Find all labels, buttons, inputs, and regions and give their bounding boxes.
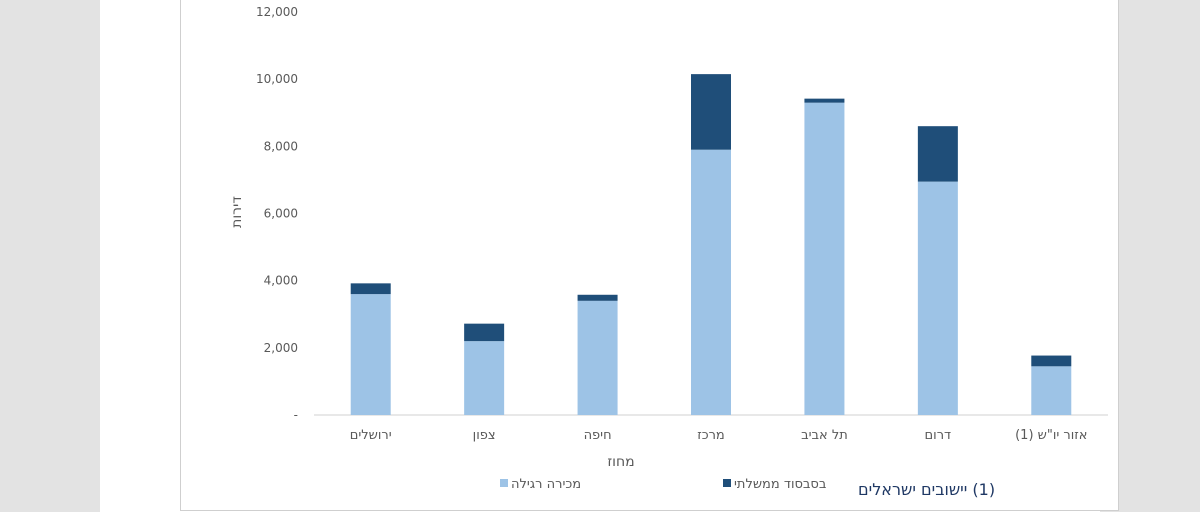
- page-background: - 2,000 4,000 6,000 8,000 10,000 12,000 ירושלי…: [100, 0, 1119, 512]
- x-axis-title: מחוז: [607, 454, 634, 470]
- bar-segment-subsidized: [577, 294, 618, 301]
- bar-segment-subsidized: [464, 323, 505, 342]
- legend-swatch-subsidized: [723, 479, 731, 487]
- y-tick-label: 8,000: [264, 139, 298, 153]
- y-tick-label: -: [294, 408, 298, 422]
- y-axis-title: דירות: [229, 196, 245, 228]
- bar-segment-subsidized: [917, 126, 958, 182]
- x-category-label: אזור יו"ש (1): [1015, 428, 1087, 443]
- legend-label-subsidized: בסבסוד ממשלתי: [734, 477, 826, 492]
- y-tick-label: 4,000: [264, 274, 298, 288]
- y-tick-label: 10,000: [256, 72, 298, 86]
- bar-segment-subsidized: [1031, 355, 1072, 367]
- y-tick-label: 6,000: [264, 207, 298, 221]
- bar-segment-regular: [577, 300, 618, 415]
- y-tick-label: 12,000: [256, 5, 298, 19]
- bar-segment-regular: [1031, 366, 1072, 415]
- x-axis-labels: ירושלים צפון חיפה מרכז תל אביב דרום אזור יו"ש …: [350, 428, 1088, 443]
- x-category-label: צפון: [473, 428, 496, 443]
- x-category-label: ירושלים: [350, 428, 392, 443]
- x-category-label: מרכז: [697, 428, 725, 443]
- bar-segment-subsidized: [691, 74, 731, 150]
- stacked-bar-chart: - 2,000 4,000 6,000 8,000 10,000 12,000 ירושלי…: [229, 5, 1108, 492]
- footnote: (1) יישובים ישראלים: [858, 480, 996, 499]
- legend-label-regular: מכירה רגילה: [511, 477, 581, 492]
- legend-swatch-regular: [500, 479, 508, 487]
- chart-area: - 2,000 4,000 6,000 8,000 10,000 12,000 ירושלי…: [180, 0, 1119, 511]
- y-axis-ticks: - 2,000 4,000 6,000 8,000 10,000 12,000: [256, 5, 298, 422]
- y-tick-label: 2,000: [264, 341, 298, 355]
- bar-segment-regular: [464, 341, 505, 415]
- bar-segment-regular: [917, 181, 958, 415]
- bar-segment-regular: [804, 102, 845, 416]
- x-category-label: דרום: [925, 428, 952, 443]
- bar-segment-regular: [350, 294, 391, 415]
- x-category-label: חיפה: [584, 428, 612, 443]
- bars-group: [350, 74, 1072, 416]
- x-category-label: תל אביב: [801, 428, 848, 443]
- bar-segment-subsidized: [350, 283, 391, 295]
- legend: בסבסוד ממשלתי מכירה רגילה: [500, 477, 826, 492]
- bar-segment-regular: [691, 149, 731, 416]
- bar-segment-subsidized: [804, 98, 845, 103]
